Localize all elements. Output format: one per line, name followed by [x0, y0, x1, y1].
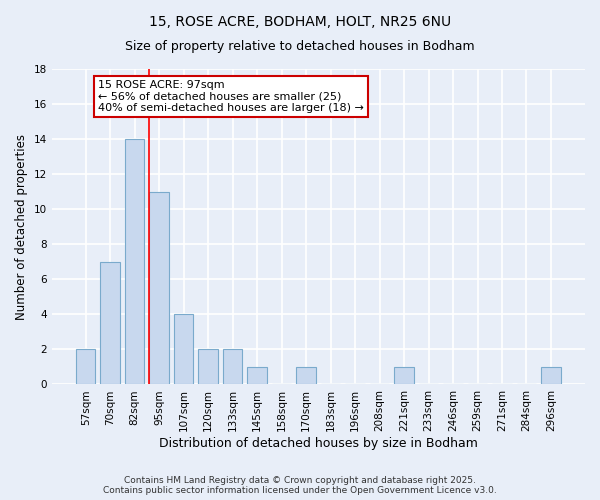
Text: 15, ROSE ACRE, BODHAM, HOLT, NR25 6NU: 15, ROSE ACRE, BODHAM, HOLT, NR25 6NU: [149, 15, 451, 29]
Bar: [296, 367, 316, 384]
Text: Size of property relative to detached houses in Bodham: Size of property relative to detached ho…: [125, 40, 475, 53]
Y-axis label: Number of detached properties: Number of detached properties: [15, 134, 28, 320]
Bar: [394, 367, 414, 384]
Bar: [223, 350, 242, 384]
Text: 15 ROSE ACRE: 97sqm
← 56% of detached houses are smaller (25)
40% of semi-detach: 15 ROSE ACRE: 97sqm ← 56% of detached ho…: [98, 80, 364, 112]
Bar: [541, 367, 561, 384]
Text: Contains HM Land Registry data © Crown copyright and database right 2025.
Contai: Contains HM Land Registry data © Crown c…: [103, 476, 497, 495]
Bar: [174, 314, 193, 384]
Bar: [199, 350, 218, 384]
Bar: [125, 139, 145, 384]
Bar: [100, 262, 120, 384]
Bar: [149, 192, 169, 384]
Bar: [76, 350, 95, 384]
X-axis label: Distribution of detached houses by size in Bodham: Distribution of detached houses by size …: [159, 437, 478, 450]
Bar: [247, 367, 267, 384]
